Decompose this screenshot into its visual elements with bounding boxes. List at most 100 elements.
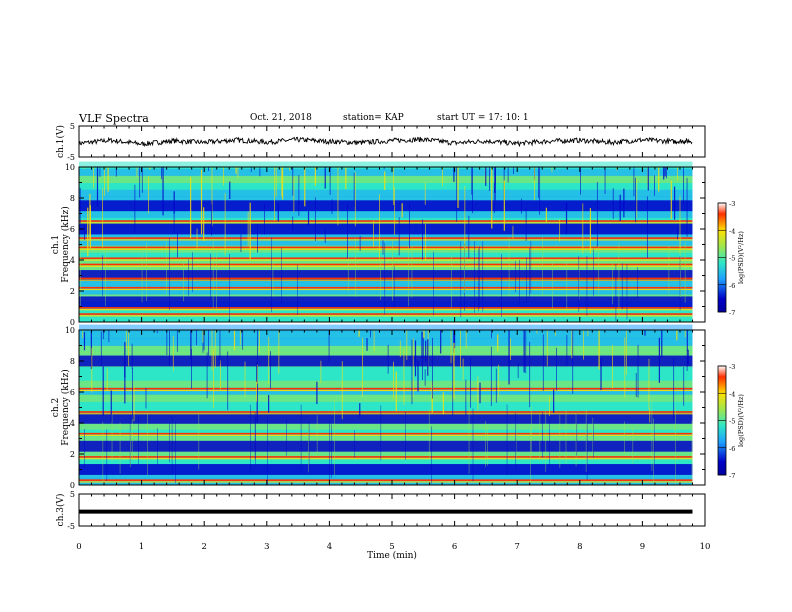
ch1-waveform-panel: 5 -5ch.1(V) xyxy=(55,122,706,162)
interference-band xyxy=(79,458,693,460)
quiet-band xyxy=(79,440,693,452)
y-axis-label-line: Frequency (kHz) xyxy=(60,369,71,446)
spectrogram-texture-strip xyxy=(79,457,693,465)
colorbar-label: log(PSD)(V²/Hz) xyxy=(737,231,745,284)
quiet-band xyxy=(79,464,693,475)
colorbar-tick-label: -7 xyxy=(729,472,735,480)
interference-band xyxy=(79,432,693,435)
spectrogram-texture-strip xyxy=(79,252,693,260)
x-tick-label: 2 xyxy=(201,542,206,552)
y-tick-label: 8 xyxy=(70,357,75,366)
quiet-band xyxy=(79,223,693,235)
y-axis-label-text: ch.1Frequency (kHz) xyxy=(51,206,71,283)
colorbar-label-text: log(PSD)(V²/Hz) xyxy=(737,394,745,447)
interference-band xyxy=(79,434,693,437)
chart-title: VLF Spectra xyxy=(79,112,149,125)
spectrogram-texture-strip xyxy=(79,287,693,295)
ch2-spectrogram-panel: 0 2 4 6 8 10 ch.2Frequency (kHz) xyxy=(51,324,706,490)
colorbar-tick-label: -4 xyxy=(729,390,735,398)
y-tick-label: -5 xyxy=(67,153,75,162)
spectrogram-texture-strip xyxy=(79,422,693,430)
y-tick-label: 2 xyxy=(70,450,75,459)
x-tick-label: 4 xyxy=(327,542,332,552)
colorbar-tick-label: -4 xyxy=(729,227,735,235)
date-label: Oct. 21, 2018 xyxy=(250,113,312,123)
y-tick-label: 6 xyxy=(70,225,75,234)
quiet-band xyxy=(79,412,693,424)
y-tick-label: 0 xyxy=(70,318,75,327)
y-tick-label: 8 xyxy=(70,194,75,203)
y-axis-label-line: ch.2 xyxy=(51,398,61,417)
y-tick-label: 4 xyxy=(70,256,75,265)
colorbar-label-text: log(PSD)(V²/Hz) xyxy=(737,231,745,284)
interference-band xyxy=(79,411,693,413)
y-axis-label: ch.2Frequency (kHz) xyxy=(51,369,71,446)
spectrogram-texture-strip xyxy=(79,394,693,402)
spectrogram-texture-strip xyxy=(79,182,693,190)
interference-band xyxy=(79,257,693,260)
spectrogram-texture-strip xyxy=(79,450,693,458)
x-tick-label: 3 xyxy=(264,542,269,552)
colorbar-tick-label: -6 xyxy=(729,445,735,453)
spectrogram-texture-strip xyxy=(79,366,693,374)
colorbar-label: log(PSD)(V²/Hz) xyxy=(737,394,745,447)
start-time-label: start UT = 17: 10: 1 xyxy=(437,113,529,123)
y-tick-label: 10 xyxy=(65,163,75,172)
interference-band xyxy=(79,481,693,483)
interference-band xyxy=(79,277,693,280)
interference-band xyxy=(79,309,693,311)
y-axis-label: ch.3(V) xyxy=(55,494,66,527)
y-tick-label: 0 xyxy=(70,481,75,490)
x-tick-label: 9 xyxy=(640,542,645,552)
interference-band xyxy=(79,279,693,281)
time-axis: 0 1 2 3 4 5 6 7 8 9 10 Time (min) xyxy=(76,542,710,561)
spectrogram-texture-strip xyxy=(79,324,693,333)
spectrogram-texture-strip xyxy=(79,189,693,197)
colorbar-tick-label: -7 xyxy=(729,309,735,317)
interference-band xyxy=(79,239,693,241)
spectrogram-texture-strip xyxy=(79,280,693,288)
y-tick-label: -5 xyxy=(67,522,75,531)
colorbar-tick-label: -5 xyxy=(729,418,735,426)
interference-band xyxy=(79,263,693,266)
quiet-band xyxy=(79,355,693,367)
quiet-band xyxy=(79,270,693,281)
interference-band xyxy=(79,413,693,415)
x-tick-label: 0 xyxy=(76,542,81,552)
quiet-band xyxy=(79,200,693,212)
quiet-band xyxy=(79,296,693,308)
ch1-signal-line xyxy=(78,136,693,148)
x-tick-label: 1 xyxy=(139,542,144,552)
colorbar-tick-label: -6 xyxy=(729,282,735,290)
ch2-colorbar: -3 -4 -5 -6 -7 log(PSD)(V²/Hz) xyxy=(717,363,745,480)
spectrogram-texture-strip xyxy=(79,231,693,239)
spectrogram-texture-strip xyxy=(79,380,693,388)
spectrogram-texture-strip xyxy=(79,338,693,346)
interference-band xyxy=(79,315,693,317)
y-tick-label: 6 xyxy=(70,388,75,397)
colorbar-tick-label: -5 xyxy=(729,255,735,263)
y-tick-label: 2 xyxy=(70,287,75,296)
interference-band xyxy=(79,389,693,392)
data-gap xyxy=(692,167,705,322)
x-tick-label: 7 xyxy=(514,542,519,552)
spectrogram-texture-strip xyxy=(79,331,693,340)
spectrogram-texture-strip xyxy=(79,266,693,274)
spectrogram-texture-strip xyxy=(79,175,693,183)
spectrogram-texture-strip xyxy=(79,315,693,323)
y-tick-label: 5 xyxy=(70,490,75,499)
y-axis-label-text: ch.3(V) xyxy=(55,494,66,527)
colorbar-tick-label: -3 xyxy=(729,200,735,208)
spectrogram-texture-strip xyxy=(79,436,693,444)
spectrogram-texture-strip xyxy=(79,401,693,409)
y-axis-label-text: ch.1(V) xyxy=(55,125,66,158)
x-tick-label: 6 xyxy=(452,542,457,552)
spectrogram-texture-strip xyxy=(79,238,693,246)
interference-band xyxy=(79,307,693,309)
y-axis-label-line: Frequency (kHz) xyxy=(60,206,71,283)
interference-band xyxy=(79,313,693,315)
interference-band xyxy=(79,456,693,458)
station-label: station= KAP xyxy=(343,113,404,123)
interference-band xyxy=(79,220,693,222)
